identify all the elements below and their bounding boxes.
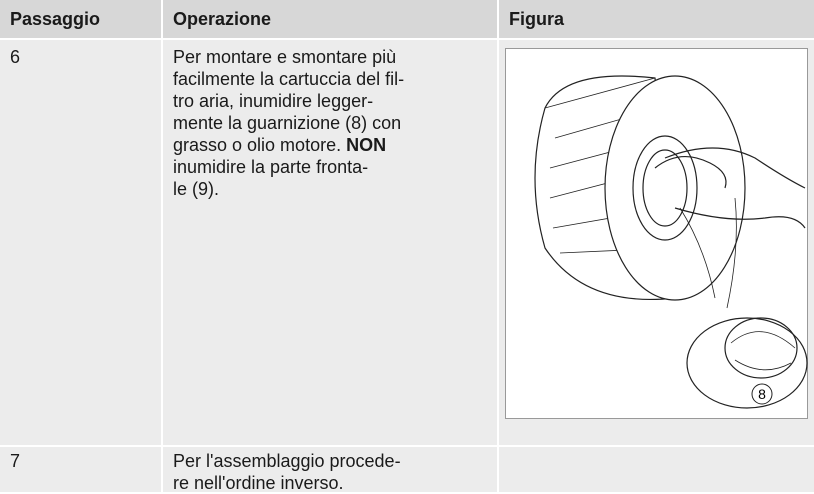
figure-cell: 8 9	[499, 40, 814, 445]
callout: 8 9	[751, 383, 773, 405]
bold-text: NON	[346, 135, 387, 155]
step-cell: 7	[0, 447, 161, 492]
text-line: grasso o olio motore. NON	[173, 134, 487, 156]
callout-label: 8	[758, 386, 766, 402]
text-line: mente la guarnizione (8) con	[173, 113, 402, 133]
header-cell: Passaggio	[0, 0, 161, 38]
operation-cell: Per l'assemblaggio procede-re nell'ordin…	[163, 447, 497, 493]
text-run: grasso o olio motore.	[173, 135, 342, 155]
text-line: Per l'assemblaggio procede-	[173, 451, 401, 471]
text-line: facilmente la cartuccia del fil-	[173, 69, 405, 89]
text-line: tro aria, inumidire legger-	[173, 91, 374, 111]
text-line: inumidire la parte fronta-	[173, 157, 369, 177]
header-cell: Figura	[499, 0, 814, 38]
figure-cell	[499, 447, 814, 492]
operation-cell: Per montare e smontare più facilmente la …	[163, 40, 497, 445]
text-line: le (9).	[173, 179, 220, 199]
figure: 8 9	[505, 48, 808, 419]
text-line: re nell'ordine inverso.	[173, 473, 344, 493]
step-cell: 6	[0, 40, 161, 445]
callout-circle	[751, 383, 773, 405]
text-line: Per montare e smontare più	[173, 47, 397, 67]
drum-illustration	[534, 75, 808, 409]
header-cell: Operazione	[163, 0, 497, 38]
